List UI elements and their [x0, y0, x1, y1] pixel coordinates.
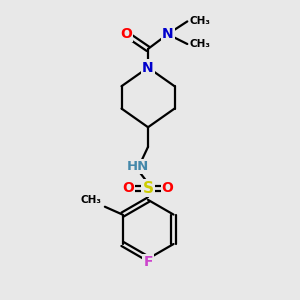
Text: S: S [142, 181, 154, 196]
Text: CH₃: CH₃ [81, 195, 102, 205]
Text: O: O [162, 181, 174, 195]
Text: O: O [122, 181, 134, 195]
Text: F: F [143, 255, 153, 269]
Text: HN: HN [127, 160, 149, 173]
Text: N: N [142, 61, 154, 75]
Text: N: N [162, 27, 173, 41]
Text: CH₃: CH₃ [189, 16, 210, 26]
Text: CH₃: CH₃ [189, 39, 210, 49]
Text: O: O [121, 27, 132, 41]
